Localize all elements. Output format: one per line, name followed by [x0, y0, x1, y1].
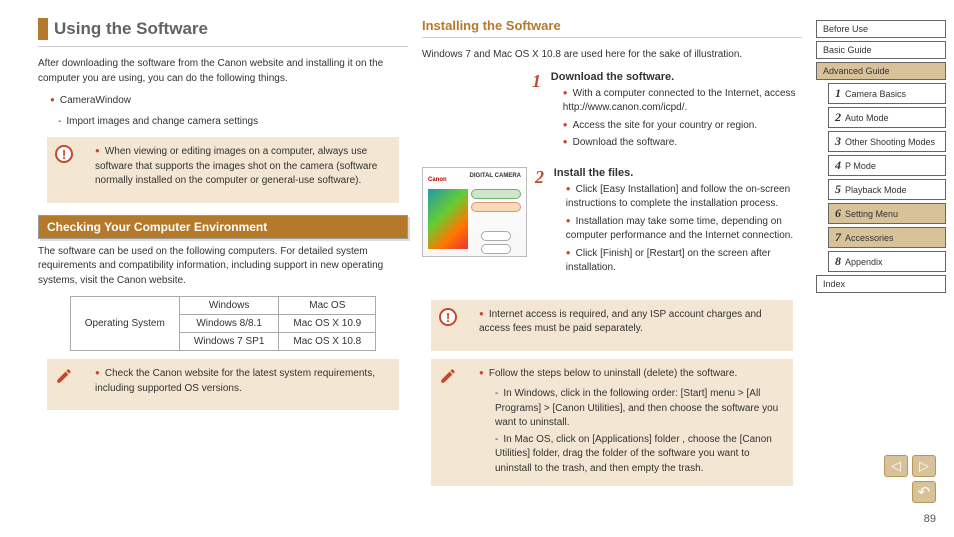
tip2-win: In Windows, click in the following order… — [495, 387, 783, 431]
step-2-num: 2 — [535, 167, 551, 188]
page-number: 89 — [924, 513, 936, 525]
pencil-icon — [439, 367, 457, 385]
os-cell: Mac OS X 10.9 — [279, 315, 376, 333]
tip2-mac: In Mac OS, click on [Applications] folde… — [495, 433, 783, 477]
nav-sub: 1Camera Basics 2Auto Mode 3Other Shootin… — [828, 83, 946, 272]
nav-basic-guide[interactable]: Basic Guide — [816, 41, 946, 59]
os-col-0: Windows — [179, 297, 279, 315]
step-2-item: Installation may take some time, dependi… — [566, 215, 801, 244]
nav-sub-3[interactable]: 3Other Shooting Modes — [828, 131, 946, 152]
return-button[interactable]: ↶ — [912, 481, 936, 503]
nav-sub-7[interactable]: 7Accessories — [828, 227, 946, 248]
warning-icon: ! — [439, 308, 457, 326]
os-col-1: Mac OS — [279, 297, 376, 315]
next-page-button[interactable]: ▷ — [912, 455, 936, 477]
intro-text: After downloading the software from the … — [38, 57, 408, 86]
step-1-item: Access the site for your country or regi… — [563, 119, 801, 134]
os-row-label: Operating System — [70, 297, 179, 351]
tip2-lead: Follow the steps below to uninstall (del… — [479, 367, 783, 382]
nav-sub-8[interactable]: 8Appendix — [828, 251, 946, 272]
nav-sub-5[interactable]: 5Playback Mode — [828, 179, 946, 200]
step-1-item: Download the software. — [563, 136, 801, 151]
step-1: 1 Download the software. With a computer… — [422, 71, 802, 157]
step-2-item: Click [Finish] or [Restart] on the scree… — [566, 247, 801, 276]
pencil-icon — [55, 367, 73, 385]
installer-screenshot: Canon DIGITAL CAMERA — [422, 167, 527, 257]
os-cell: Windows 7 SP1 — [179, 333, 279, 351]
install-intro: Windows 7 and Mac OS X 10.8 are used her… — [422, 48, 802, 63]
step-1-title: Download the software. — [551, 71, 801, 83]
left-column: Using the Software After downloading the… — [38, 18, 408, 494]
step-1-item: With a computer connected to the Interne… — [563, 87, 801, 116]
main-title: Using the Software — [38, 18, 408, 47]
warning-text-2: Internet access is required, and any ISP… — [479, 308, 783, 337]
step-2: 2 Install the files. Click [Easy Install… — [535, 167, 802, 282]
nav-sub-6[interactable]: 6Setting Menu — [828, 203, 946, 224]
nav-advanced-guide[interactable]: Advanced Guide — [816, 62, 946, 80]
nav-sub-2[interactable]: 2Auto Mode — [828, 107, 946, 128]
tip-text-1: Check the Canon website for the latest s… — [95, 367, 389, 396]
nav-sidebar: Before Use Basic Guide Advanced Guide 1C… — [816, 20, 946, 296]
nav-index[interactable]: Index — [816, 275, 946, 293]
warning-note-2: ! Internet access is required, and any I… — [431, 300, 793, 351]
tip-note-1: Check the Canon website for the latest s… — [47, 359, 399, 410]
os-cell: Windows 8/8.1 — [179, 315, 279, 333]
bullet-camerawindow: CameraWindow — [50, 94, 408, 109]
nav-sub-4[interactable]: 4P Mode — [828, 155, 946, 176]
thumb-image — [428, 189, 468, 249]
tip-note-2: Follow the steps below to uninstall (del… — [431, 359, 793, 487]
step-1-num: 1 — [532, 71, 548, 92]
os-table: Operating System Windows Mac OS Windows … — [70, 296, 376, 351]
prev-page-button[interactable]: ◁ — [884, 455, 908, 477]
page-nav-buttons: ◁ ▷ ↶ — [884, 455, 936, 503]
warning-note-1: ! When viewing or editing images on a co… — [47, 137, 399, 203]
warning-icon: ! — [55, 145, 73, 163]
warning-text-1: When viewing or editing images on a comp… — [95, 145, 389, 189]
section1-text: The software can be used on the followin… — [38, 245, 408, 289]
step-2-title: Install the files. — [554, 167, 801, 179]
right-column: Installing the Software Windows 7 and Ma… — [422, 18, 802, 494]
section-checking-env: Checking Your Computer Environment — [38, 215, 408, 239]
os-cell: Mac OS X 10.8 — [279, 333, 376, 351]
nav-sub-1[interactable]: 1Camera Basics — [828, 83, 946, 104]
step-2-item: Click [Easy Installation] and follow the… — [566, 183, 801, 212]
nav-before-use[interactable]: Before Use — [816, 20, 946, 38]
section-installing: Installing the Software — [422, 18, 802, 38]
bullet-camerawindow-sub: Import images and change camera settings — [58, 115, 408, 130]
thumb-brand: Canon — [428, 177, 447, 183]
thumb-brand2: DIGITAL CAMERA — [470, 173, 521, 179]
